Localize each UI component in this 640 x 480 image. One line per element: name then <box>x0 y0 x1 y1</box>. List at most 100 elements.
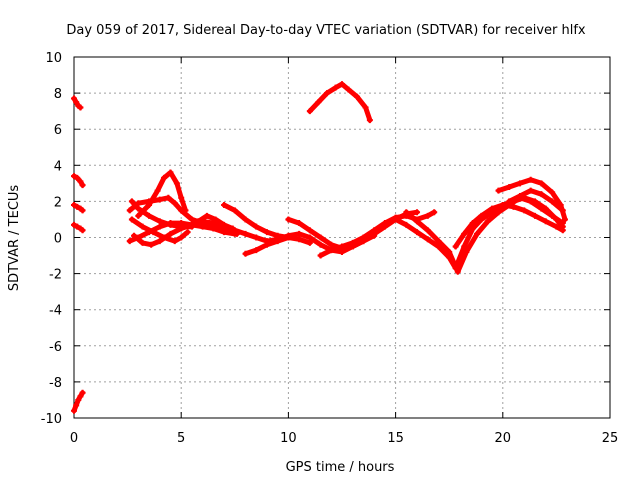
data-point <box>74 203 81 210</box>
data-point <box>549 212 556 219</box>
data-point <box>253 234 260 241</box>
data-point <box>354 93 361 100</box>
data-point <box>221 221 228 228</box>
series-segment-2 <box>71 173 86 189</box>
series-segment-1 <box>71 95 84 111</box>
data-point <box>242 230 249 237</box>
data-point <box>328 247 335 254</box>
data-point <box>178 225 185 232</box>
data-point <box>315 99 322 106</box>
data-point <box>77 104 84 111</box>
data-point <box>171 238 178 245</box>
data-point <box>128 216 135 223</box>
data-point <box>360 234 367 241</box>
data-point <box>538 180 545 187</box>
data-point <box>495 209 502 216</box>
data-point <box>506 183 513 190</box>
data-point <box>296 236 303 243</box>
data-point <box>362 104 369 111</box>
data-point <box>154 187 161 194</box>
data-point <box>167 169 174 176</box>
data-point <box>74 174 81 181</box>
data-point <box>242 216 249 223</box>
data-point <box>210 225 217 232</box>
data-point <box>263 241 270 248</box>
data-point <box>463 248 470 255</box>
series-segment-9 <box>135 169 189 219</box>
series-segment-17 <box>306 81 373 124</box>
data-point <box>77 393 84 400</box>
data-point <box>474 230 481 237</box>
data-point <box>126 238 133 245</box>
data-point <box>77 178 84 185</box>
data-point <box>188 221 195 228</box>
data-point <box>296 230 303 237</box>
series-segment-5 <box>71 389 86 414</box>
data-point <box>199 223 206 230</box>
y-tick-label: 6 <box>54 123 62 138</box>
data-point <box>173 180 180 187</box>
data-point <box>559 207 566 214</box>
data-point <box>221 202 228 209</box>
y-tick-label: -8 <box>49 376 62 391</box>
y-tick-label: -2 <box>49 268 62 283</box>
data-point <box>71 407 77 414</box>
data-point <box>156 223 163 230</box>
data-point <box>156 196 163 203</box>
data-point <box>79 207 86 214</box>
tick-labels: 0 5 10 15 20 25 -10 -8 -6 -4 -2 0 2 4 6 8 10 <box>41 51 619 446</box>
data-point <box>79 182 86 189</box>
data-point <box>146 212 153 219</box>
series-segment-21 <box>452 202 566 250</box>
data-point <box>371 227 378 234</box>
series-segment-23 <box>506 187 566 214</box>
series-segment-22 <box>495 176 568 223</box>
data-point <box>559 227 566 234</box>
data-point <box>161 174 168 181</box>
data-point <box>167 230 174 237</box>
y-tick-label: 10 <box>45 51 62 66</box>
data-point <box>285 216 292 223</box>
data-point <box>317 252 324 259</box>
data-point <box>484 218 491 225</box>
data-point <box>156 218 163 225</box>
data-point <box>253 247 260 254</box>
data-series <box>71 81 568 414</box>
y-axis-label: SDTVAR / TECUs <box>7 185 22 292</box>
data-point <box>323 90 330 97</box>
data-point <box>559 220 566 227</box>
data-point <box>73 402 80 409</box>
data-point <box>461 230 468 237</box>
data-point <box>414 218 421 225</box>
data-point <box>135 205 142 212</box>
data-point <box>452 243 459 250</box>
data-point <box>339 81 345 88</box>
data-point <box>435 238 442 245</box>
data-point <box>71 173 77 180</box>
data-point <box>71 202 77 209</box>
data-point <box>366 117 373 124</box>
data-point <box>506 198 513 205</box>
data-point <box>516 180 523 187</box>
y-tick-label: 2 <box>54 195 62 210</box>
data-point <box>242 250 249 257</box>
data-point <box>74 223 81 230</box>
data-point <box>253 223 260 230</box>
x-tick-label: 10 <box>280 431 297 446</box>
data-point <box>131 232 138 239</box>
y-tick-label: 8 <box>54 87 62 102</box>
data-point <box>231 207 238 214</box>
x-tick-label: 20 <box>495 431 512 446</box>
data-point <box>274 238 281 245</box>
data-point <box>461 243 468 250</box>
data-point <box>263 229 270 236</box>
data-point <box>454 268 461 275</box>
data-point <box>446 248 453 255</box>
data-point <box>285 234 292 241</box>
data-point <box>171 200 178 207</box>
data-point <box>71 221 77 228</box>
y-tick-label: -10 <box>41 412 62 427</box>
data-point <box>424 236 431 243</box>
data-point <box>165 194 172 201</box>
